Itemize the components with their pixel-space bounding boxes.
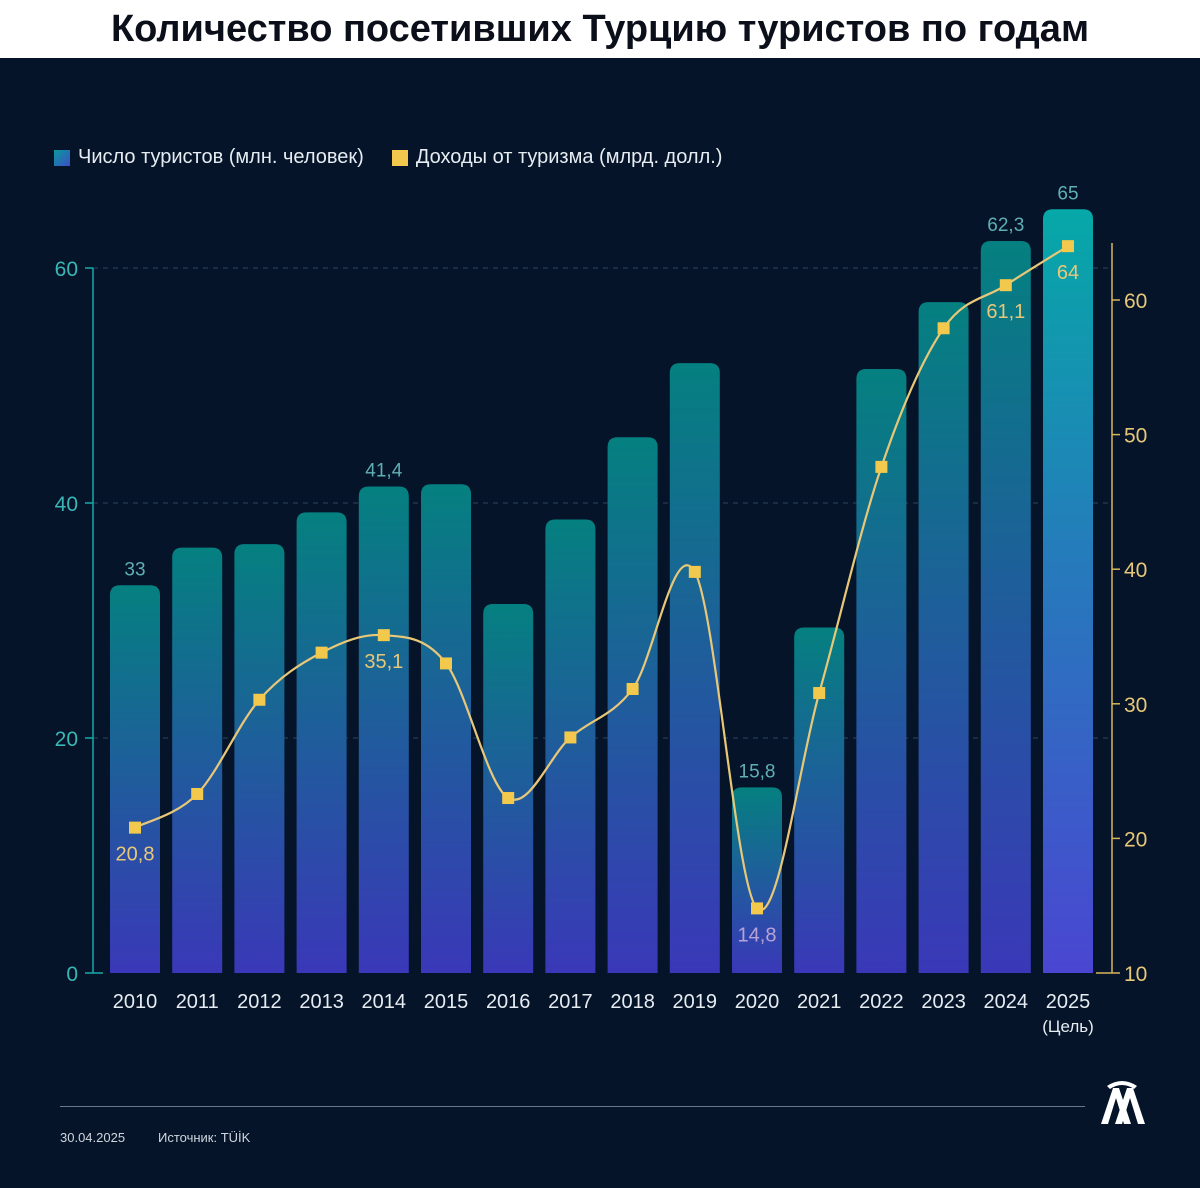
revenue-point-2021 [813,687,826,700]
category-label-2015: 2015 [424,991,469,1013]
bar-2020 [732,787,782,973]
revenue-point-2011 [191,787,204,800]
left-tick-label-20: 20 [55,728,78,751]
right-tick-label-20: 20 [1124,828,1147,851]
revenue-point-2024 [999,279,1012,292]
revenue-point-2023 [937,322,950,335]
right-tick-label-60: 60 [1124,290,1147,313]
footer-divider [60,1106,1085,1107]
bar-2013 [296,512,347,973]
revenue-label-2025: 64 [1057,262,1079,284]
bar-2025 [1043,209,1093,973]
category-label-2023: 2023 [921,991,966,1013]
category-label-2011: 2011 [176,991,219,1013]
revenue-point-2017 [564,731,577,744]
footer-source: Источник: TÜİK [158,1130,251,1145]
revenue-label-2010: 20,8 [116,844,155,866]
bar-2016 [483,604,534,973]
category-label-2012: 2012 [237,991,282,1013]
bar-2015 [421,484,471,973]
left-tick-label-0: 0 [66,963,78,986]
right-tick-label-30: 30 [1124,694,1147,717]
category-label-2013: 2013 [299,991,344,1013]
category-sublabel-2025: (Цель) [1042,1017,1094,1036]
bar-2017 [545,519,596,973]
legend-label-tourists: Число туристов (млн. человек) [78,146,364,168]
bar-2011 [172,547,223,973]
bar-2010 [110,585,160,973]
legend-item-tourists: Число туристов (млн. человек) [54,146,364,169]
bar-2021 [794,627,845,973]
bar-2022 [856,369,907,973]
category-label-2018: 2018 [610,991,655,1013]
right-tick-label-10: 10 [1124,963,1147,986]
footer-date: 30.04.2025 [60,1130,126,1145]
left-tick-label-60: 60 [55,258,78,281]
chart-plot: 33 41,4 15,8 62,3 65 0 20 40 60 10 20 30 40 50 60 20,8 3… [55,183,1148,1036]
revenue-point-2015 [440,657,452,670]
page-title: Количество посетивших Турцию туристов по… [0,0,1200,58]
revenue-point-2012 [253,693,266,706]
bar-2012 [234,544,285,973]
category-label-2017: 2017 [548,991,593,1013]
bar-label-2010: 33 [124,559,145,580]
revenue-point-2020 [751,902,763,915]
revenue-point-2016 [502,792,515,805]
bar-2019 [669,363,720,973]
category-label-2025: 2025 [1046,991,1091,1013]
bar-2018 [607,437,658,973]
bar-2024 [980,240,1031,974]
category-label-2014: 2014 [362,991,407,1013]
category-label-2024: 2024 [984,991,1029,1013]
category-label-2019: 2019 [673,991,718,1013]
right-tick-label-50: 50 [1124,425,1147,448]
revenue-point-2013 [315,646,328,659]
bar-2014 [358,486,409,973]
revenue-point-2019 [688,565,701,578]
bar-label-2020: 15,8 [739,761,776,782]
legend-item-revenue: Доходы от туризма (млрд. долл.) [391,146,723,169]
right-tick-label-40: 40 [1124,559,1147,582]
category-label-2021: 2021 [797,991,842,1013]
revenue-point-2014 [377,629,390,642]
legend-swatch-tourists [54,149,70,166]
chart-legend: Число туристов (млн. человек) Доходы от … [54,146,722,169]
bar-2023 [918,302,969,973]
revenue-point-2010 [129,821,141,834]
bar-label-2014: 41,4 [365,461,402,482]
bar-label-2025: 65 [1057,183,1078,204]
revenue-point-2022 [875,460,888,473]
category-label-2010: 2010 [113,991,158,1013]
bar-label-2024: 62,3 [987,215,1024,236]
legend-label-revenue: Доходы от туризма (млрд. долл.) [415,146,723,168]
revenue-label-2024: 61,1 [986,301,1025,323]
category-label-2016: 2016 [486,991,531,1013]
revenue-point-2018 [626,682,639,695]
agency-logo-icon [1101,1081,1145,1124]
legend-swatch-revenue [391,149,408,166]
category-label-2020: 2020 [735,991,780,1013]
revenue-label-2014: 35,1 [364,651,403,673]
revenue-point-2025 [1062,240,1074,253]
category-label-2022: 2022 [859,991,904,1013]
left-tick-label-40: 40 [55,493,78,516]
revenue-label-2020: 14,8 [738,924,777,946]
